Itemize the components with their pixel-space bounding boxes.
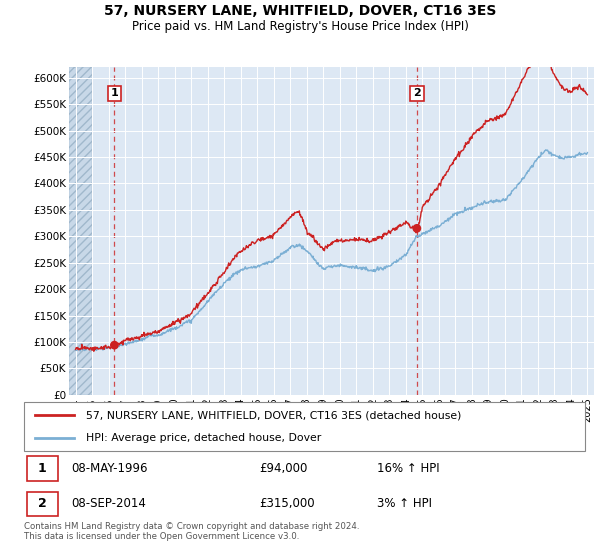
Text: 08-MAY-1996: 08-MAY-1996: [71, 462, 148, 475]
Bar: [69, 67, 92, 395]
Text: 1: 1: [110, 88, 118, 99]
FancyBboxPatch shape: [27, 492, 58, 516]
Text: 3% ↑ HPI: 3% ↑ HPI: [377, 497, 433, 510]
Text: £315,000: £315,000: [260, 497, 315, 510]
FancyBboxPatch shape: [27, 456, 58, 480]
Text: HPI: Average price, detached house, Dover: HPI: Average price, detached house, Dove…: [86, 433, 321, 444]
Text: Price paid vs. HM Land Registry's House Price Index (HPI): Price paid vs. HM Land Registry's House …: [131, 20, 469, 32]
Text: 2: 2: [38, 497, 47, 510]
Text: 57, NURSERY LANE, WHITFIELD, DOVER, CT16 3ES (detached house): 57, NURSERY LANE, WHITFIELD, DOVER, CT16…: [86, 410, 461, 421]
Text: 16% ↑ HPI: 16% ↑ HPI: [377, 462, 440, 475]
Text: 57, NURSERY LANE, WHITFIELD, DOVER, CT16 3ES: 57, NURSERY LANE, WHITFIELD, DOVER, CT16…: [104, 4, 496, 18]
Text: £94,000: £94,000: [260, 462, 308, 475]
Text: 2: 2: [413, 88, 421, 99]
Text: 08-SEP-2014: 08-SEP-2014: [71, 497, 146, 510]
Point: [412, 224, 422, 233]
Point: [110, 340, 119, 349]
Text: 1: 1: [38, 462, 47, 475]
Text: Contains HM Land Registry data © Crown copyright and database right 2024.
This d: Contains HM Land Registry data © Crown c…: [24, 522, 359, 542]
